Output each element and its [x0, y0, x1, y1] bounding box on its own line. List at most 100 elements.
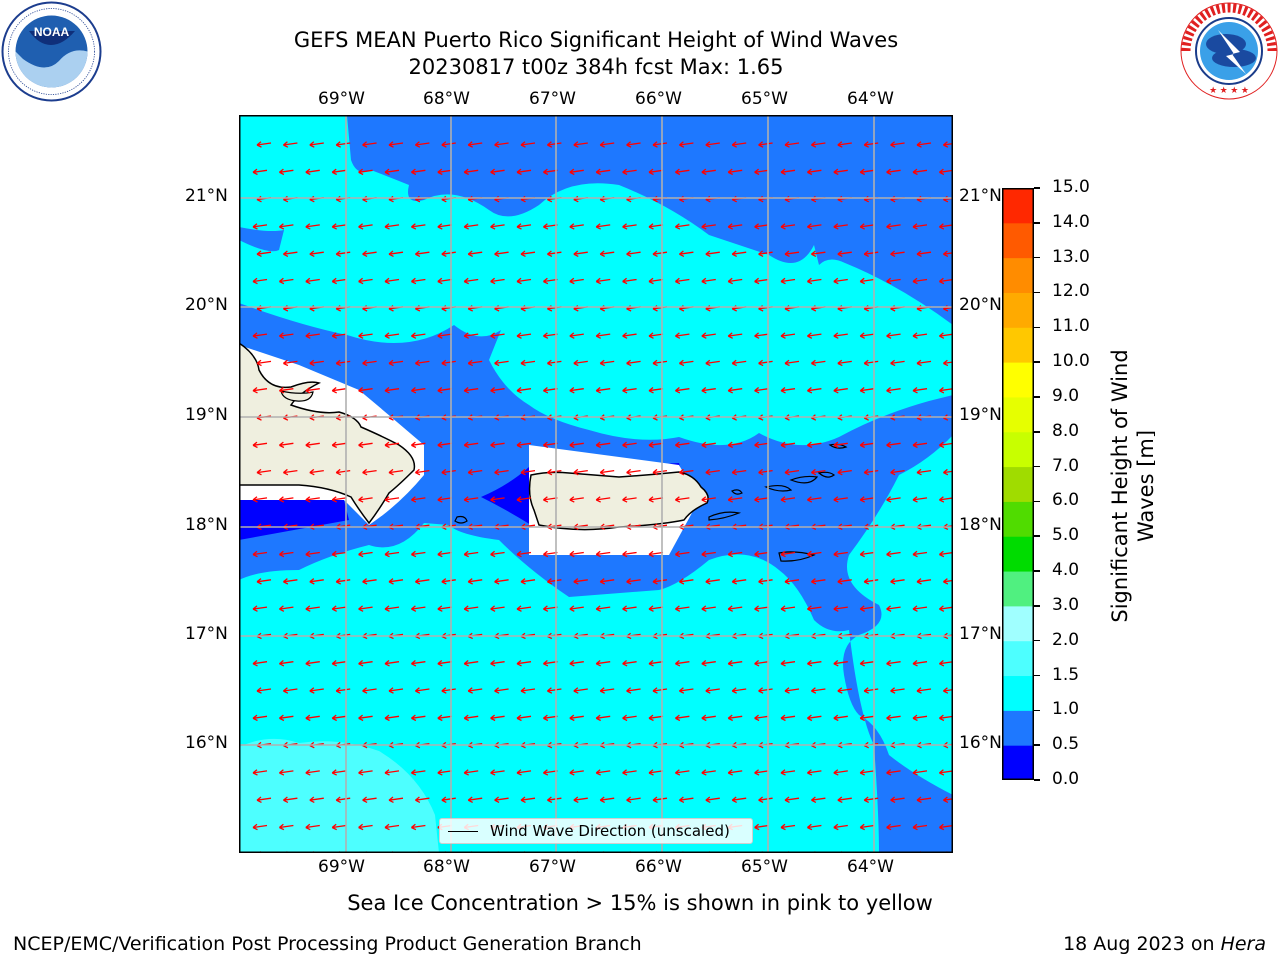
lat-label-left: 18°N — [185, 515, 228, 535]
wave-direction-arrow — [912, 223, 928, 230]
wave-direction-arrow — [599, 250, 615, 257]
wave-direction-arrow — [916, 687, 932, 694]
lat-label-right: 16°N — [959, 733, 1002, 753]
wave-direction-arrow — [938, 223, 953, 230]
wave-direction-arrow — [256, 687, 272, 694]
wave-direction-arrow — [780, 823, 796, 831]
wave-direction-arrow — [938, 605, 953, 612]
wave-direction-arrow — [912, 550, 928, 558]
wave-direction-arrow — [256, 250, 272, 257]
wave-direction-arrow — [410, 168, 426, 176]
wave-direction-arrow — [490, 168, 505, 176]
wave-direction-arrow — [358, 223, 373, 230]
wave-direction-arrow — [731, 468, 747, 476]
wave-direction-arrow — [384, 769, 400, 776]
wave-direction-arrow — [384, 714, 400, 722]
wave-direction-arrow — [859, 332, 875, 339]
wave-direction-arrow — [520, 468, 536, 476]
wave-direction-arrow — [437, 386, 452, 394]
wave-direction-arrow — [833, 223, 848, 230]
wave-direction-arrow — [595, 386, 611, 394]
wave-direction-arrow — [331, 659, 347, 667]
wave-direction-arrow — [573, 468, 588, 476]
wave-direction-arrow — [626, 141, 641, 148]
wave-direction-arrow — [938, 550, 953, 558]
wave-direction-arrow — [674, 277, 690, 285]
wave-direction-arrow — [705, 796, 720, 803]
wave-direction-arrow — [490, 277, 505, 285]
wave-direction-arrow — [388, 141, 404, 148]
wave-direction-arrow — [599, 468, 615, 476]
map-panel — [239, 115, 953, 853]
wave-direction-arrow — [463, 605, 479, 612]
wave-direction-arrow — [727, 441, 743, 449]
wave-direction-arrow — [542, 223, 558, 230]
st-croix-island — [778, 551, 816, 562]
wave-band-0.5-1-north — [347, 115, 953, 325]
vieques-island — [708, 511, 742, 521]
wave-direction-arrow — [516, 277, 532, 285]
wave-band-0-0.5-west — [239, 500, 349, 540]
wave-direction-arrow — [463, 714, 479, 722]
wave-direction-arrow — [806, 659, 822, 667]
wave-direction-arrow — [494, 796, 509, 803]
wave-direction-arrow — [437, 277, 452, 285]
wave-direction-arrow — [727, 332, 743, 339]
wave-direction-arrow — [569, 605, 584, 612]
wave-direction-arrow — [441, 250, 456, 257]
wave-direction-arrow — [599, 578, 615, 585]
wave-direction-arrow — [863, 796, 879, 803]
colorbar-label: Significant Height of Wind Waves [m] — [1105, 336, 1158, 636]
wave-direction-arrow — [490, 714, 505, 722]
wave-direction-arrow — [384, 823, 400, 831]
wave-direction-arrow — [252, 550, 268, 558]
wave-direction-arrow — [388, 687, 404, 694]
wave-direction-arrow — [595, 659, 611, 667]
wave-direction-arrow — [494, 687, 509, 694]
wave-direction-arrow — [467, 468, 483, 476]
wave-direction-arrow — [384, 386, 400, 394]
wave-direction-arrow — [278, 223, 294, 230]
wave-direction-arrow — [731, 359, 747, 367]
wave-direction-arrow — [810, 578, 826, 585]
wave-direction-arrow — [309, 796, 324, 803]
wave-direction-arrow — [490, 332, 505, 339]
wave-direction-arrow — [305, 714, 320, 722]
wave-direction-arrow — [546, 687, 562, 694]
wave-direction-arrow — [278, 550, 294, 558]
wave-direction-arrow — [648, 223, 664, 230]
wave-direction-arrow — [569, 168, 584, 176]
wave-direction-arrow — [599, 796, 615, 803]
wave-direction-arrow — [701, 386, 716, 394]
wave-direction-arrow — [626, 796, 641, 803]
wave-direction-arrow — [806, 769, 822, 776]
wave-direction-arrow — [758, 687, 773, 694]
wave-direction-arrow — [384, 550, 400, 558]
wave-direction-arrow — [573, 141, 588, 148]
wave-direction-arrow — [863, 468, 879, 476]
wave-direction-arrow — [278, 769, 294, 776]
wave-direction-arrow — [754, 168, 769, 176]
wave-direction-arrow — [731, 687, 747, 694]
wave-direction-arrow — [701, 550, 716, 558]
wave-direction-arrow — [490, 441, 505, 449]
wave-direction-arrow — [256, 141, 272, 148]
wave-direction-arrow — [282, 250, 298, 257]
colorbar-tick-mark — [1034, 779, 1040, 781]
wave-direction-arrow — [833, 605, 848, 612]
wave-direction-arrow — [622, 605, 637, 612]
wave-direction-arrow — [490, 550, 505, 558]
lat-label-left: 20°N — [185, 295, 228, 315]
colorbar-tick-label: 7.0 — [1052, 455, 1080, 476]
lon-label-bottom: 69°W — [318, 857, 365, 877]
wave-direction-arrow — [573, 796, 588, 803]
wave-direction-arrow — [542, 496, 558, 503]
wave-direction-arrow — [252, 823, 268, 831]
lon-label-top: 64°W — [847, 89, 894, 109]
wave-direction-arrow — [595, 496, 611, 503]
wave-direction-arrow — [784, 578, 800, 585]
wave-direction-arrow — [278, 277, 294, 285]
wave-direction-arrow — [463, 550, 479, 558]
wave-direction-arrow — [595, 277, 611, 285]
wave-direction-arrow — [622, 168, 637, 176]
